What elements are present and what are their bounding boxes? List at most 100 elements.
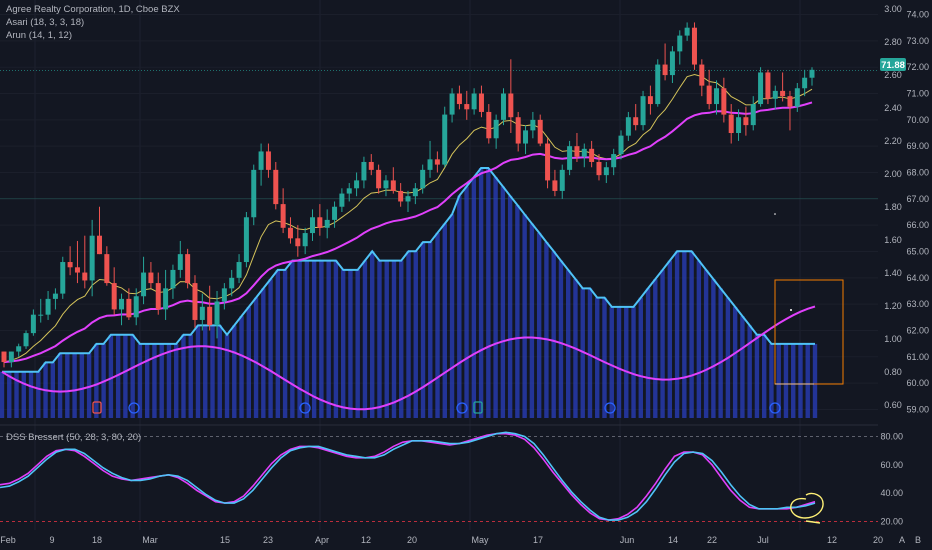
candle-body: [339, 193, 345, 207]
histogram-bar: [449, 214, 455, 418]
candle: [324, 209, 330, 239]
candle: [398, 183, 404, 207]
candle-body: [456, 93, 462, 105]
histogram-bar: [544, 242, 549, 418]
histogram-bar: [311, 260, 317, 418]
earnings-marker-icon[interactable]: [92, 401, 102, 414]
candle: [185, 248, 191, 289]
histogram-bar: [94, 343, 99, 418]
event-marker-icon[interactable]: [299, 402, 311, 414]
histogram-bar: [769, 343, 774, 418]
histogram-bar: [159, 343, 164, 418]
candle-body: [662, 64, 668, 76]
price-axis-tick-label: 65.00: [906, 246, 929, 256]
candles-layer[interactable]: [1, 22, 815, 368]
candle-body: [736, 117, 742, 134]
candle: [111, 267, 117, 315]
candle: [552, 169, 558, 197]
histogram-bar: [754, 334, 760, 418]
candle-body: [434, 159, 440, 165]
candle-body: [427, 159, 433, 170]
histogram-bar: [195, 325, 201, 418]
time-axis-tick-label: 9: [49, 535, 54, 545]
histogram-bar: [500, 186, 506, 418]
candle-body: [251, 169, 257, 218]
histogram-bar: [115, 334, 121, 418]
dividend-marker-icon[interactable]: [473, 401, 483, 414]
histogram-bar: [348, 269, 353, 418]
time-axis-tick-label: 20: [873, 535, 883, 545]
candle-body: [486, 111, 492, 139]
candle-body: [640, 96, 646, 126]
candle: [23, 330, 29, 349]
indicator-legend-arun[interactable]: Arun (14, 1, 12): [6, 30, 73, 41]
histogram-bar: [718, 288, 723, 418]
candle-body: [567, 146, 573, 170]
candle-body: [317, 217, 323, 228]
histogram-bar: [36, 371, 41, 418]
candle: [390, 167, 396, 194]
candle: [589, 140, 595, 168]
candle-body: [376, 169, 382, 189]
indicator-legend-dss[interactable]: DSS Bressert (50, 28, 3, 80, 20): [6, 432, 142, 443]
dss-axis-tick-label: 40.00: [880, 488, 903, 498]
histogram-bar: [609, 306, 614, 418]
candle: [280, 188, 286, 234]
histogram-bar: [7, 371, 12, 418]
annotations-layer[interactable]: [774, 213, 844, 524]
event-marker-icon[interactable]: [128, 402, 140, 414]
candle-body: [655, 64, 661, 105]
candle-body: [273, 169, 279, 205]
candle-body: [464, 104, 470, 110]
candle-body: [96, 235, 102, 255]
time-axis-tick-label: 15: [220, 535, 230, 545]
histogram-bar: [478, 168, 484, 418]
histogram-bar: [616, 306, 622, 418]
markers-layer[interactable]: [92, 401, 781, 414]
secondary-axis-tick-label: 2.00: [884, 169, 902, 179]
candle: [574, 133, 580, 162]
candle: [258, 143, 264, 186]
candle-body: [258, 151, 264, 170]
price-axis-tick-label: 74.00: [906, 10, 929, 20]
histogram-bar: [696, 260, 702, 418]
histogram-bar: [275, 269, 281, 418]
secondary-axis-tick-label: 1.80: [884, 202, 902, 212]
candle: [728, 104, 734, 144]
candle: [772, 85, 778, 110]
histogram-bar: [761, 334, 767, 418]
histogram-bar: [224, 334, 230, 418]
time-axis-tick-label: 17: [533, 535, 543, 545]
candle-body: [581, 148, 587, 157]
candle-body: [603, 167, 609, 176]
chart-title[interactable]: Agree Realty Corporation, 1D, Cboe BZX: [6, 4, 180, 15]
candle: [67, 246, 73, 276]
candle: [141, 256, 147, 305]
secondary-axis-tick-label: 2.80: [884, 37, 902, 47]
candle: [361, 156, 367, 189]
candle-body: [772, 90, 778, 99]
candle-body: [148, 272, 154, 284]
candle-body: [163, 288, 169, 310]
event-marker-icon[interactable]: [456, 402, 468, 414]
candle: [640, 90, 646, 131]
histogram-bar: [791, 343, 796, 418]
event-marker-icon[interactable]: [604, 402, 616, 414]
histogram-bar: [261, 288, 266, 418]
annotation-dot: [774, 213, 776, 215]
candle: [471, 88, 477, 115]
candle: [794, 82, 800, 112]
histogram-bar: [667, 260, 673, 418]
candle-body: [552, 180, 558, 191]
price-axis-tick-label: 71.00: [906, 89, 929, 99]
candle-body: [67, 262, 73, 268]
event-marker-icon[interactable]: [769, 402, 781, 414]
histogram-bar: [50, 362, 56, 418]
annotation-freehand-circle[interactable]: [790, 492, 824, 524]
indicator-legend-asari[interactable]: Asari (18, 3, 3, 18): [6, 17, 85, 28]
histogram-bar: [413, 251, 418, 418]
histogram-bar: [464, 186, 469, 418]
dss-layer: [0, 431, 878, 522]
candle-body: [625, 117, 631, 136]
